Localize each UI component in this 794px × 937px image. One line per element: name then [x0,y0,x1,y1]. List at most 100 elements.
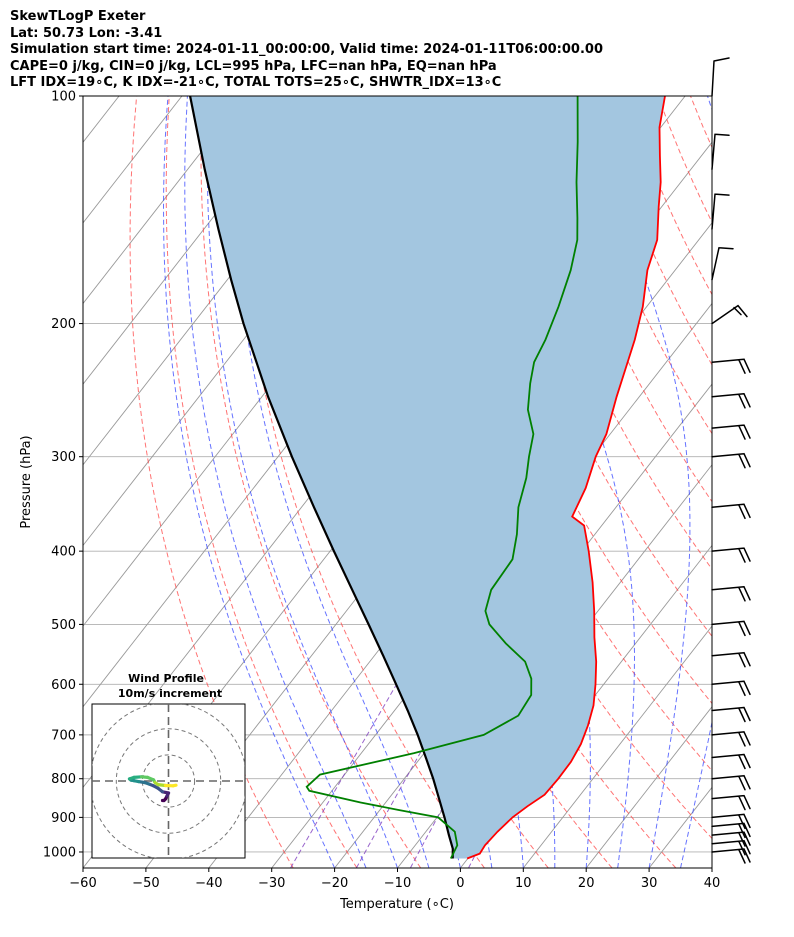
y-tick-label: 1000 [43,845,76,860]
inset-plot [92,704,245,858]
wind-barb [711,424,751,440]
isotherm-line [775,96,794,868]
x-tick-label: −60 [69,876,96,891]
wind-barb-shaft [711,848,751,864]
range-ring [141,754,196,808]
data-layer [189,96,666,860]
wind-barb-shaft [711,794,751,811]
wind-barb [711,620,751,637]
wind-barb [711,822,751,839]
wind-barb [711,651,751,668]
x-tick-label: 20 [578,876,595,891]
wind-barb [711,193,730,230]
chart-title: SkewTLogP Exeter [10,9,146,24]
isotherm-line [585,705,712,868]
wind-barb-shaft [711,358,751,374]
wind-barb [711,831,751,847]
moist-adiabat [584,96,691,868]
y-tick-label: 300 [51,450,76,465]
moist-adiabat [184,96,367,868]
wind-barb-shaft [711,452,751,469]
wind-barb-shaft [711,57,730,97]
inset-frame [91,703,246,859]
wind-barb-shaft [711,246,734,281]
x-tick-label: 30 [641,876,658,891]
wind-barb-shaft [711,133,730,171]
y-tick-label: 400 [51,545,76,560]
x-tick-label: 40 [704,876,721,891]
dry-adiabat [527,96,712,503]
moist-adiabat [711,865,712,868]
parcel-profile-line [189,96,454,859]
x-tick-label: −20 [321,876,348,891]
dry-adiabat [657,96,712,224]
dewpoint-line [305,96,579,859]
wind-barb [711,848,751,864]
wind-barb-shaft [711,774,751,791]
wind-barb [711,246,734,281]
wind-barb [711,133,730,171]
wind-barb [711,813,751,830]
wind-barb [711,774,751,791]
moist-adiabat [162,96,336,868]
wind-barb-shaft [711,813,751,830]
y-tick-label: 500 [51,618,76,633]
time-line: Simulation start time: 2024-01-11_00:00:… [10,42,603,57]
x-tick-label: −10 [384,876,411,891]
wind-barb-shaft [711,586,751,602]
wind-barb [711,839,751,856]
x-axis-label: Temperature (∘C) [339,897,454,912]
y-axis-label: Pressure (hPa) [19,435,34,528]
mixing-ratio-line [355,684,460,868]
wind-barb [711,358,751,374]
x-tick-label: 0 [456,876,464,891]
wind-barb-shaft [711,831,751,847]
moist-adiabat [680,96,712,868]
wind-barb-shaft [711,620,751,637]
dry-adiabat [723,96,794,868]
moist-adiabat [230,96,430,868]
wind-barb-shaft [711,424,751,440]
wind-barb-shaft [711,393,751,409]
wind-barb [711,452,751,469]
wind-barb [711,586,751,602]
wind-barb-shaft [711,503,751,520]
isotherm-line [522,625,712,868]
wind-barb-shaft [711,753,751,770]
dry-adiabat [788,96,794,868]
wind-barb [711,547,751,563]
wind-barb [711,393,751,409]
index-line: LFT IDX=19∘C, K IDX=-21∘C, TOTAL TOTS=25… [10,75,502,90]
y-tick-label: 700 [51,728,76,743]
isotherm-line [711,867,712,868]
x-tick-label: −30 [258,876,285,891]
wind-barb-shaft [711,706,751,723]
wind-barb-shaft [711,651,751,668]
x-tick-label: 10 [515,876,532,891]
hodograph-inset: Wind Profile 10m/s increment [91,672,246,859]
stability-line: CAPE=0 j/kg, CIN=0 j/kg, LCL=995 hPa, LF… [10,58,497,74]
range-ring [115,728,222,834]
cin-shading [190,96,665,859]
wind-barb [711,680,751,697]
x-tick-label: −40 [195,876,222,891]
moist-adiabat [206,96,398,868]
wind-barb [711,753,751,770]
wind-barb [711,794,751,811]
isotherm-line [648,786,712,868]
y-tick-label: 800 [51,772,76,787]
moist-adiabat [744,96,794,868]
wind-barbs [711,57,751,864]
isotherm-line [83,96,246,305]
wind-barb-shaft [711,839,751,856]
location-line: Lat: 50.73 Lon: -3.41 [10,25,163,41]
temperature-line [466,96,666,860]
wind-barb [711,706,751,723]
isotherm-line [83,96,309,385]
axis-layer: −60 −50 −40 −30 −20 −10 0 10 20 30 40 100 200 300 400 5… [43,90,720,892]
x-tick-label: −50 [132,876,159,891]
wind-barb [711,503,751,520]
dry-adiabat [200,96,422,868]
hodograph-segment [171,783,178,788]
